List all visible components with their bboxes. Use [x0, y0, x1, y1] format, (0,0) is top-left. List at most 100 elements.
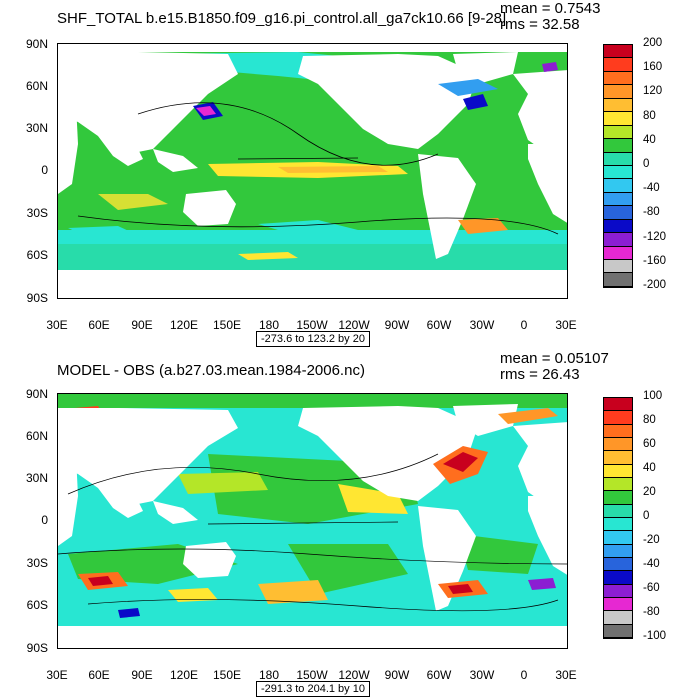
colorbar-label: 80 [643, 109, 656, 122]
rms-value: rms = 32.58 [500, 16, 580, 33]
colorbar-cell [604, 58, 632, 72]
lon-label: 0 [520, 668, 528, 682]
colorbar [603, 44, 633, 288]
colorbar-cell [604, 491, 632, 505]
lon-label: 60E [88, 318, 110, 332]
colorbar-cell [604, 98, 632, 113]
colorbar-cell [604, 112, 632, 126]
colorbar-cell [604, 179, 632, 193]
mean-value: mean = 0.05107 [500, 350, 609, 367]
colorbar-label: -100 [643, 630, 667, 642]
lat-label: 90N [25, 37, 48, 51]
lon-label: 150W [296, 668, 328, 682]
colorbar-label: 60 [643, 438, 656, 450]
map-plot [57, 43, 568, 299]
colorbar-cell [604, 139, 632, 153]
colorbar-cell [604, 411, 632, 425]
lon-label: 0 [520, 318, 528, 332]
lat-label: 30S [26, 206, 48, 220]
colorbar-label: 80 [643, 414, 656, 426]
lon-label: 60W [426, 318, 452, 332]
lon-label: 60W [426, 668, 452, 682]
colorbar-label: -160 [643, 254, 667, 267]
colorbar-label: 100 [643, 390, 663, 402]
lon-label: 120E [169, 668, 199, 682]
colorbar-cell [604, 71, 632, 86]
colorbar-label: 160 [643, 61, 663, 74]
rms-value: rms = 26.43 [500, 366, 580, 383]
lat-label: 60S [26, 248, 48, 262]
colorbar-cell [604, 206, 632, 220]
lat-label: 90S [26, 291, 48, 305]
lon-label: 180 [258, 318, 280, 332]
colorbar-cell [604, 273, 632, 287]
lon-label: 90E [131, 668, 153, 682]
colorbar-label: -80 [643, 206, 660, 219]
colorbar-cell [604, 611, 632, 625]
colorbar-cell [604, 125, 632, 140]
lat-label: 0 [41, 163, 48, 177]
lat-label: 60N [25, 429, 48, 443]
colorbar-cell [604, 557, 632, 572]
colorbar-label: 120 [643, 85, 663, 98]
colorbar-label: -40 [643, 558, 660, 570]
lon-label: 90W [384, 668, 410, 682]
lon-label: 120W [338, 318, 370, 332]
lon-label: 60E [88, 668, 110, 682]
lat-label: 30S [26, 556, 48, 570]
panel-shf-total: SHF_TOTAL b.e15.B1850.f09_g16.pi_control… [25, 0, 667, 347]
mean-value: mean = 0.7543 [500, 0, 601, 17]
lat-label: 90N [25, 387, 48, 401]
colorbar-cell [604, 192, 632, 207]
lat-label: 30N [25, 471, 48, 485]
panel-title: SHF_TOTAL b.e15.B1850.f09_g16.pi_control… [57, 10, 507, 27]
colorbar-cell [604, 424, 632, 438]
lat-label: 60N [25, 79, 48, 93]
colorbar-cell [604, 260, 632, 274]
colorbar [603, 397, 633, 639]
colorbar-label: 40 [643, 133, 656, 146]
colorbar-label: -200 [643, 279, 667, 291]
lat-label: 60S [26, 598, 48, 612]
colorbar-cell [604, 165, 632, 180]
colorbar-cell [604, 517, 632, 532]
colorbar-cell [604, 85, 632, 99]
colorbar-cell [604, 597, 632, 612]
colorbar-cell [604, 504, 632, 518]
colorbar-cell [604, 531, 632, 545]
colorbar-cell [604, 571, 632, 585]
colorbar-label: -40 [643, 182, 660, 195]
panel-title: MODEL - OBS (a.b27.03.mean.1984-2006.nc) [57, 362, 365, 379]
contour-range: -291.3 to 204.1 by 10 [256, 681, 370, 697]
colorbar-cell [604, 152, 632, 166]
colorbar-label: 200 [643, 37, 663, 49]
panel-model-minus-obs: MODEL - OBS (a.b27.03.mean.1984-2006.nc)… [0, 350, 700, 700]
map-plot [57, 393, 568, 649]
colorbar-label: -20 [643, 534, 660, 546]
lon-label: 30W [469, 318, 495, 332]
contour-range: -273.6 to 123.2 by 20 [256, 331, 370, 347]
colorbar-cell [604, 219, 632, 234]
colorbar-cell [604, 584, 632, 598]
lon-label: 120W [338, 668, 370, 682]
colorbar-cell [604, 624, 632, 638]
lon-label: 120E [169, 318, 199, 332]
lat-label: 0 [41, 513, 48, 527]
colorbar-cell [604, 246, 632, 260]
colorbar-label: 0 [643, 158, 650, 170]
lon-label: 150W [296, 318, 328, 332]
colorbar-label: -60 [643, 582, 660, 594]
colorbar-label: 40 [643, 462, 656, 474]
colorbar-cell [604, 477, 632, 492]
lon-label: 30E [555, 668, 577, 682]
lon-label: 30W [469, 668, 495, 682]
lon-label: 90W [384, 318, 410, 332]
lat-label: 30N [25, 121, 48, 135]
colorbar-cell [604, 544, 632, 558]
colorbar-label: -120 [643, 230, 667, 243]
colorbar-label: -80 [643, 606, 660, 618]
colorbar-label: 20 [643, 486, 656, 498]
lon-label: 150E [212, 318, 242, 332]
colorbar-cell [604, 398, 632, 412]
lon-label: 90E [131, 318, 153, 332]
